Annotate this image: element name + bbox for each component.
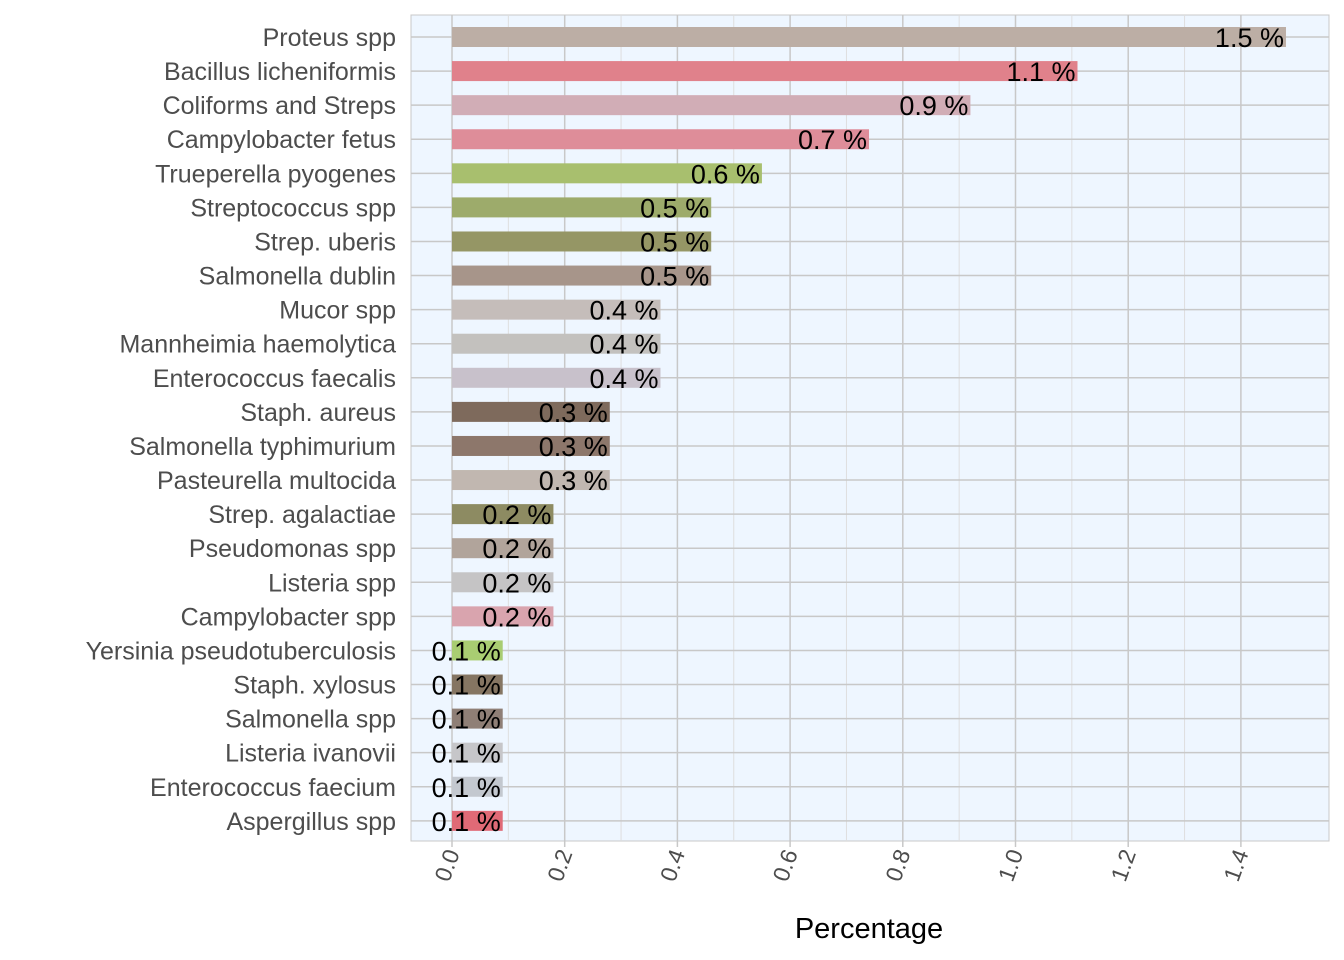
bar [452, 708, 503, 729]
data-label: 0.1 % [432, 671, 501, 701]
bar [452, 299, 661, 320]
data-label: 0.3 % [539, 432, 608, 462]
category-label: Campylobacter spp [181, 603, 396, 631]
bar [452, 470, 610, 491]
category-label: Mucor spp [279, 297, 396, 325]
category-label: Bacillus licheniformis [164, 58, 396, 86]
data-label: 0.1 % [432, 739, 501, 769]
bar [452, 129, 869, 150]
category-label: Listeria ivanovii [225, 740, 396, 768]
category-label: Mannheimia haemolytica [119, 331, 396, 359]
x-tick-label: 0.0 [429, 846, 464, 885]
data-label: 0.9 % [899, 91, 968, 121]
category-label: Pasteurella multocida [157, 467, 396, 495]
bars-group [452, 27, 1286, 831]
x-tick-label: 1.0 [993, 846, 1028, 885]
data-label: 0.5 % [640, 262, 709, 292]
data-label: 0.5 % [640, 193, 709, 223]
category-label: Salmonella spp [225, 706, 396, 734]
category-label: Streptococcus spp [190, 194, 396, 222]
bar [452, 504, 554, 525]
bar [452, 231, 712, 252]
x-tick-label: 0.8 [880, 846, 915, 885]
data-label: 1.1 % [1006, 57, 1075, 87]
data-label: 0.2 % [482, 602, 551, 632]
category-label: Yersinia pseudotuberculosis [86, 637, 396, 665]
bar [452, 572, 554, 593]
category-label: Proteus spp [263, 24, 396, 52]
bar [452, 674, 503, 695]
data-label: 0.6 % [691, 159, 760, 189]
data-label: 0.2 % [482, 534, 551, 564]
category-label: Staph. aureus [240, 399, 396, 427]
data-label: 0.2 % [482, 500, 551, 530]
data-label: 1.5 % [1215, 23, 1284, 53]
category-label: Pseudomonas spp [189, 535, 396, 563]
x-tick-label: 0.4 [655, 846, 690, 885]
data-label: 0.1 % [432, 807, 501, 837]
category-label: Campylobacter fetus [167, 126, 396, 154]
category-label: Staph. xylosus [233, 672, 396, 700]
data-label: 0.4 % [589, 364, 658, 394]
category-label: Coliforms and Streps [163, 92, 396, 120]
data-label: 0.4 % [589, 330, 658, 360]
bar [452, 810, 503, 831]
category-label: Strep. uberis [254, 228, 396, 256]
x-axis-title: Percentage [795, 913, 943, 945]
bar [452, 776, 503, 797]
category-labels: Proteus spp Bacillus licheniformis Colifor… [86, 24, 396, 836]
data-label: 0.1 % [432, 636, 501, 666]
bar [452, 435, 610, 456]
bar [452, 197, 712, 218]
bar [452, 367, 661, 388]
category-label: Trueperella pyogenes [155, 160, 396, 188]
category-label: Enterococcus faecalis [153, 365, 396, 393]
data-label: 0.3 % [539, 398, 608, 428]
data-label: 0.1 % [432, 705, 501, 735]
bar [452, 606, 554, 627]
bar [452, 61, 1078, 82]
category-label: Aspergillus spp [226, 808, 396, 836]
x-axis-ticks: 0.0 0.2 0.4 0.6 0.8 1.0 1.2 1.4 [429, 841, 1254, 885]
bar [452, 27, 1286, 47]
category-label: Salmonella typhimurium [129, 433, 396, 461]
bar [452, 163, 762, 184]
bar [452, 640, 503, 661]
data-labels: 1.5 % 1.1 % 0.9 % 0.7 % 0.6 % 0.5 % 0.5 % 0.5 %… [432, 23, 1284, 837]
bar [452, 538, 554, 559]
bar [452, 333, 661, 354]
data-label: 0.3 % [539, 466, 608, 496]
category-label: Strep. agalactiae [208, 501, 396, 529]
bar [452, 742, 503, 763]
data-label: 0.4 % [589, 296, 658, 326]
x-tick-label: 1.4 [1218, 846, 1253, 885]
bar [452, 95, 971, 116]
data-label: 0.1 % [432, 773, 501, 803]
x-tick-label: 0.2 [542, 846, 577, 885]
x-tick-label: 1.2 [1106, 846, 1141, 885]
data-label: 0.2 % [482, 568, 551, 598]
data-label: 0.7 % [798, 125, 867, 155]
bar [452, 265, 712, 286]
category-label: Enterococcus faecium [150, 774, 396, 802]
data-label: 0.5 % [640, 227, 709, 257]
category-label: Listeria spp [268, 569, 396, 597]
x-tick-label: 0.6 [767, 846, 802, 885]
bar [452, 401, 610, 422]
category-label: Salmonella dublin [199, 263, 396, 291]
